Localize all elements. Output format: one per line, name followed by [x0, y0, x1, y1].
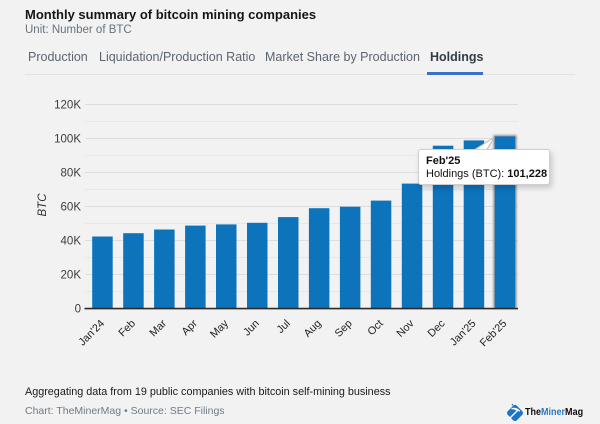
svg-text:Jan'25: Jan'25	[448, 318, 479, 349]
svg-text:Jun: Jun	[241, 318, 262, 339]
svg-text:BTC: BTC	[37, 193, 49, 217]
svg-text:Jan'24: Jan'24	[76, 318, 107, 349]
svg-text:Jul: Jul	[275, 318, 293, 336]
svg-text:Oct: Oct	[365, 318, 385, 338]
svg-text:Feb'25: Feb'25	[478, 318, 510, 350]
svg-text:Dec: Dec	[425, 317, 447, 339]
svg-text:120K: 120K	[54, 100, 81, 112]
svg-text:Sep: Sep	[333, 318, 355, 340]
svg-text:80K: 80K	[61, 168, 82, 180]
svg-text:Apr: Apr	[180, 317, 201, 338]
svg-text:20K: 20K	[61, 270, 82, 282]
svg-text:100K: 100K	[54, 134, 81, 146]
svg-text:Aug: Aug	[302, 318, 324, 340]
svg-text:60K: 60K	[61, 202, 82, 214]
svg-text:0: 0	[75, 304, 81, 316]
svg-text:Feb: Feb	[116, 318, 138, 340]
svg-text:Mar: Mar	[147, 317, 169, 339]
svg-text:40K: 40K	[61, 236, 82, 248]
svg-text:Nov: Nov	[395, 317, 417, 339]
svg-text:May: May	[208, 317, 231, 340]
